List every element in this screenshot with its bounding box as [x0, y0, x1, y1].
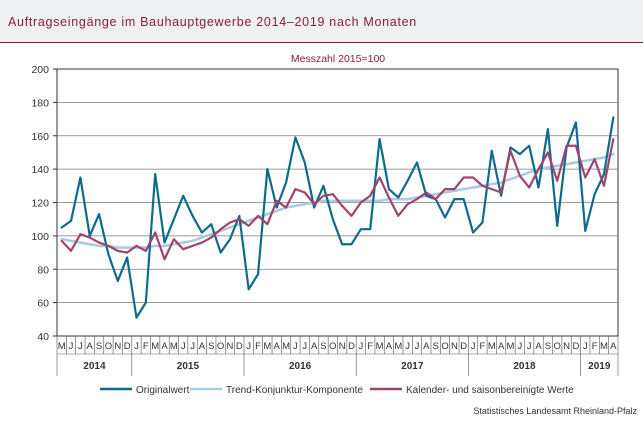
x-tick-label: A — [311, 341, 318, 352]
x-tick-label: J — [190, 341, 195, 352]
y-tick-label: 60 — [37, 298, 49, 310]
chart-title: Auftragseingänge im Bauhauptgewerbe 2014… — [8, 15, 417, 29]
x-tick-label: S — [96, 341, 102, 352]
line-chart: Messzahl 2015=100 40 60 80 100 120 140 160 180 2… — [31, 53, 619, 396]
year-label: 2018 — [513, 361, 536, 372]
x-tick-label: J — [405, 341, 410, 352]
x-tick-label: N — [451, 341, 458, 352]
x-tick-label: D — [460, 341, 467, 352]
x-tick-label: J — [78, 341, 83, 352]
x-tick-label: J — [246, 341, 251, 352]
x-tick-label: J — [415, 341, 420, 352]
x-tick-label: M — [58, 341, 66, 352]
x-tick-label: D — [572, 341, 579, 352]
x-tick-label: O — [329, 341, 336, 352]
x-tick-label: D — [348, 341, 355, 352]
y-tick-label: 160 — [31, 131, 49, 143]
x-tick-label: J — [471, 341, 476, 352]
chart-subtitle: Messzahl 2015=100 — [291, 53, 385, 65]
series-line-originalwert — [60, 116, 615, 319]
grid — [56, 68, 619, 337]
x-tick-label: J — [69, 341, 74, 352]
x-tick-label: N — [114, 341, 121, 352]
x-tick-label: D — [236, 341, 243, 352]
x-tick-label: J — [359, 341, 364, 352]
legend-label-1: Trend-Konjunktur-Komponente — [226, 385, 363, 396]
legend-label-2: Kalender- und saisonbereinigte Werte — [406, 385, 574, 396]
x-tick-label: M — [488, 341, 496, 352]
source-note: Statistisches Landesamt Rheinland-Pfalz — [473, 406, 637, 416]
x-tick-label: S — [545, 341, 551, 352]
x-tick-label: A — [386, 341, 393, 352]
x-tick-label: O — [217, 341, 224, 352]
y-tick-label: 200 — [31, 64, 49, 76]
series-line-saisonbereinigt — [60, 137, 615, 261]
x-tick-label: N — [227, 341, 234, 352]
y-tick-label: 120 — [31, 198, 49, 210]
x-tick-label: J — [134, 341, 139, 352]
x-tick-label: D — [124, 341, 131, 352]
y-tick-label: 40 — [37, 331, 49, 343]
series-lines — [60, 116, 615, 319]
year-label: 2016 — [289, 361, 312, 372]
x-tick-label: J — [527, 341, 532, 352]
x-tick-label: M — [600, 341, 608, 352]
x-tick-label: F — [367, 341, 373, 352]
x-tick-label: O — [105, 341, 112, 352]
x-tick-label: M — [282, 341, 290, 352]
x-tick-label: N — [563, 341, 570, 352]
x-tick-label: A — [274, 341, 281, 352]
y-tick-label: 140 — [31, 164, 49, 176]
x-tick-label: S — [433, 341, 439, 352]
year-label: 2014 — [83, 361, 106, 372]
x-tick-label: M — [151, 341, 159, 352]
x-tick-label: O — [441, 341, 448, 352]
x-tick-label: A — [423, 341, 430, 352]
x-tick-label: A — [161, 341, 168, 352]
y-tick-label: 100 — [31, 231, 49, 243]
x-tick-label: A — [199, 341, 206, 352]
y-tick-label: 180 — [31, 97, 49, 109]
x-tick-label: A — [610, 341, 617, 352]
x-tick-label: J — [293, 341, 298, 352]
legend: Originalwert Trend-Konjunktur-Komponente K… — [100, 385, 574, 396]
x-tick-label: M — [263, 341, 271, 352]
x-tick-label: S — [208, 341, 214, 352]
x-tick-label: S — [320, 341, 326, 352]
x-tick-label: J — [181, 341, 186, 352]
year-label: 2019 — [588, 361, 611, 372]
x-tick-label: O — [554, 341, 561, 352]
year-label: 2015 — [177, 361, 200, 372]
legend-label-0: Originalwert — [136, 385, 190, 396]
x-tick-label: A — [498, 341, 505, 352]
x-tick-label: J — [583, 341, 588, 352]
x-tick-label: M — [170, 341, 178, 352]
x-tick-label: A — [535, 341, 542, 352]
x-tick-label: F — [480, 341, 486, 352]
y-tick-label: 80 — [37, 264, 49, 276]
title-bar: Auftragseingänge im Bauhauptgewerbe 2014… — [0, 0, 643, 43]
year-label: 2017 — [401, 361, 424, 372]
x-tick-label: F — [255, 341, 261, 352]
x-tick-label: A — [87, 341, 94, 352]
x-tick-label: F — [143, 341, 149, 352]
x-tick-label: N — [339, 341, 346, 352]
x-tick-label: J — [517, 341, 522, 352]
x-tick-label: M — [394, 341, 402, 352]
x-tick-label: J — [302, 341, 307, 352]
x-tick-label: F — [592, 341, 598, 352]
x-tick-label: M — [507, 341, 515, 352]
x-tick-label: M — [376, 341, 384, 352]
